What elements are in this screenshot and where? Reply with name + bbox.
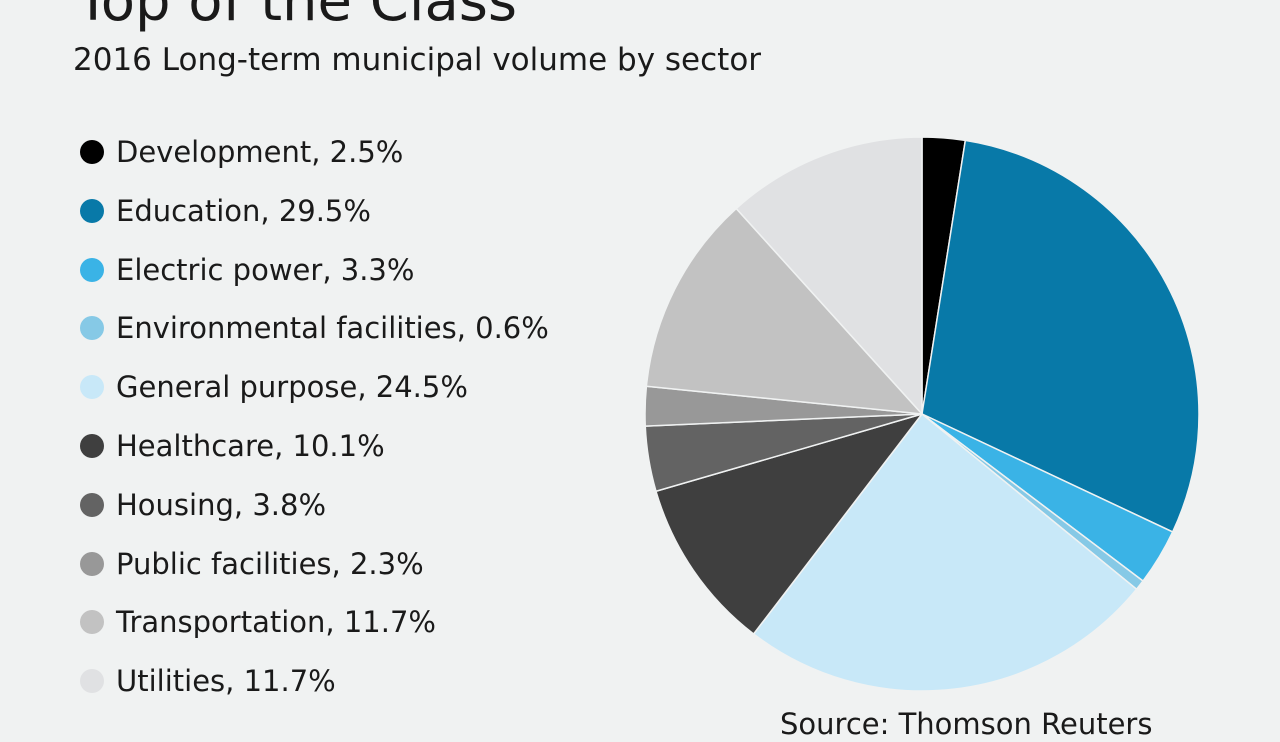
pie-slice-utilities — [735, 136, 923, 415]
legend-swatch-general-purpose — [80, 375, 104, 400]
legend-label-transportation: Transportation, 11.7% — [116, 605, 436, 640]
legend-swatch-electric-power — [80, 257, 104, 282]
chart-legend: Development, 2.5% Education, 29.5% Electri… — [80, 129, 549, 717]
legend-item-healthcare: Healthcare, 10.1% — [80, 423, 549, 469]
legend-swatch-housing — [80, 492, 104, 517]
chart-source: Source: Thomson Reuters — [780, 707, 1153, 741]
legend-item-public-facilities: Public facilities, 2.3% — [80, 541, 549, 587]
legend-label-electric-power: Electric power, 3.3% — [116, 252, 415, 287]
legend-label-development: Development, 2.5% — [116, 135, 404, 169]
legend-item-development: Development, 2.5% — [80, 129, 549, 175]
pie-slice-healthcare — [655, 413, 923, 635]
pie-slice-transportation — [645, 207, 923, 415]
legend-label-healthcare: Healthcare, 10.1% — [116, 428, 385, 463]
legend-item-general-purpose: General purpose, 24.5% — [80, 364, 549, 410]
legend-swatch-transportation — [80, 610, 104, 635]
chart-subtitle: 2016 Long-term municipal volume by secto… — [73, 42, 762, 78]
legend-swatch-healthcare — [80, 433, 104, 458]
pie-slice-education — [921, 139, 1200, 533]
chart-title: Top of the Class — [76, 0, 518, 34]
legend-label-public-facilities: Public facilities, 2.3% — [116, 546, 424, 581]
legend-item-environmental-facilities: Environmental facilities, 0.6% — [80, 305, 549, 351]
legend-label-general-purpose: General purpose, 24.5% — [116, 370, 468, 405]
legend-label-environmental-facilities: Environmental facilities, 0.6% — [116, 311, 549, 346]
legend-swatch-development — [80, 140, 104, 164]
legend-item-utilities: Utilities, 11.7% — [80, 658, 549, 704]
legend-label-education: Education, 29.5% — [116, 193, 371, 228]
pie-chart — [644, 136, 1200, 692]
legend-swatch-environmental-facilities — [80, 316, 104, 341]
legend-swatch-public-facilities — [80, 551, 104, 576]
legend-item-electric-power: Electric power, 3.3% — [80, 247, 549, 293]
legend-item-housing: Housing, 3.8% — [80, 482, 549, 528]
legend-label-housing: Housing, 3.8% — [116, 487, 326, 522]
legend-label-utilities: Utilities, 11.7% — [116, 664, 336, 699]
legend-swatch-utilities — [80, 669, 104, 694]
legend-item-education: Education, 29.5% — [80, 188, 549, 234]
legend-item-transportation: Transportation, 11.7% — [80, 599, 549, 645]
legend-swatch-education — [80, 198, 104, 223]
pie-slice-general-purpose — [752, 413, 1138, 692]
